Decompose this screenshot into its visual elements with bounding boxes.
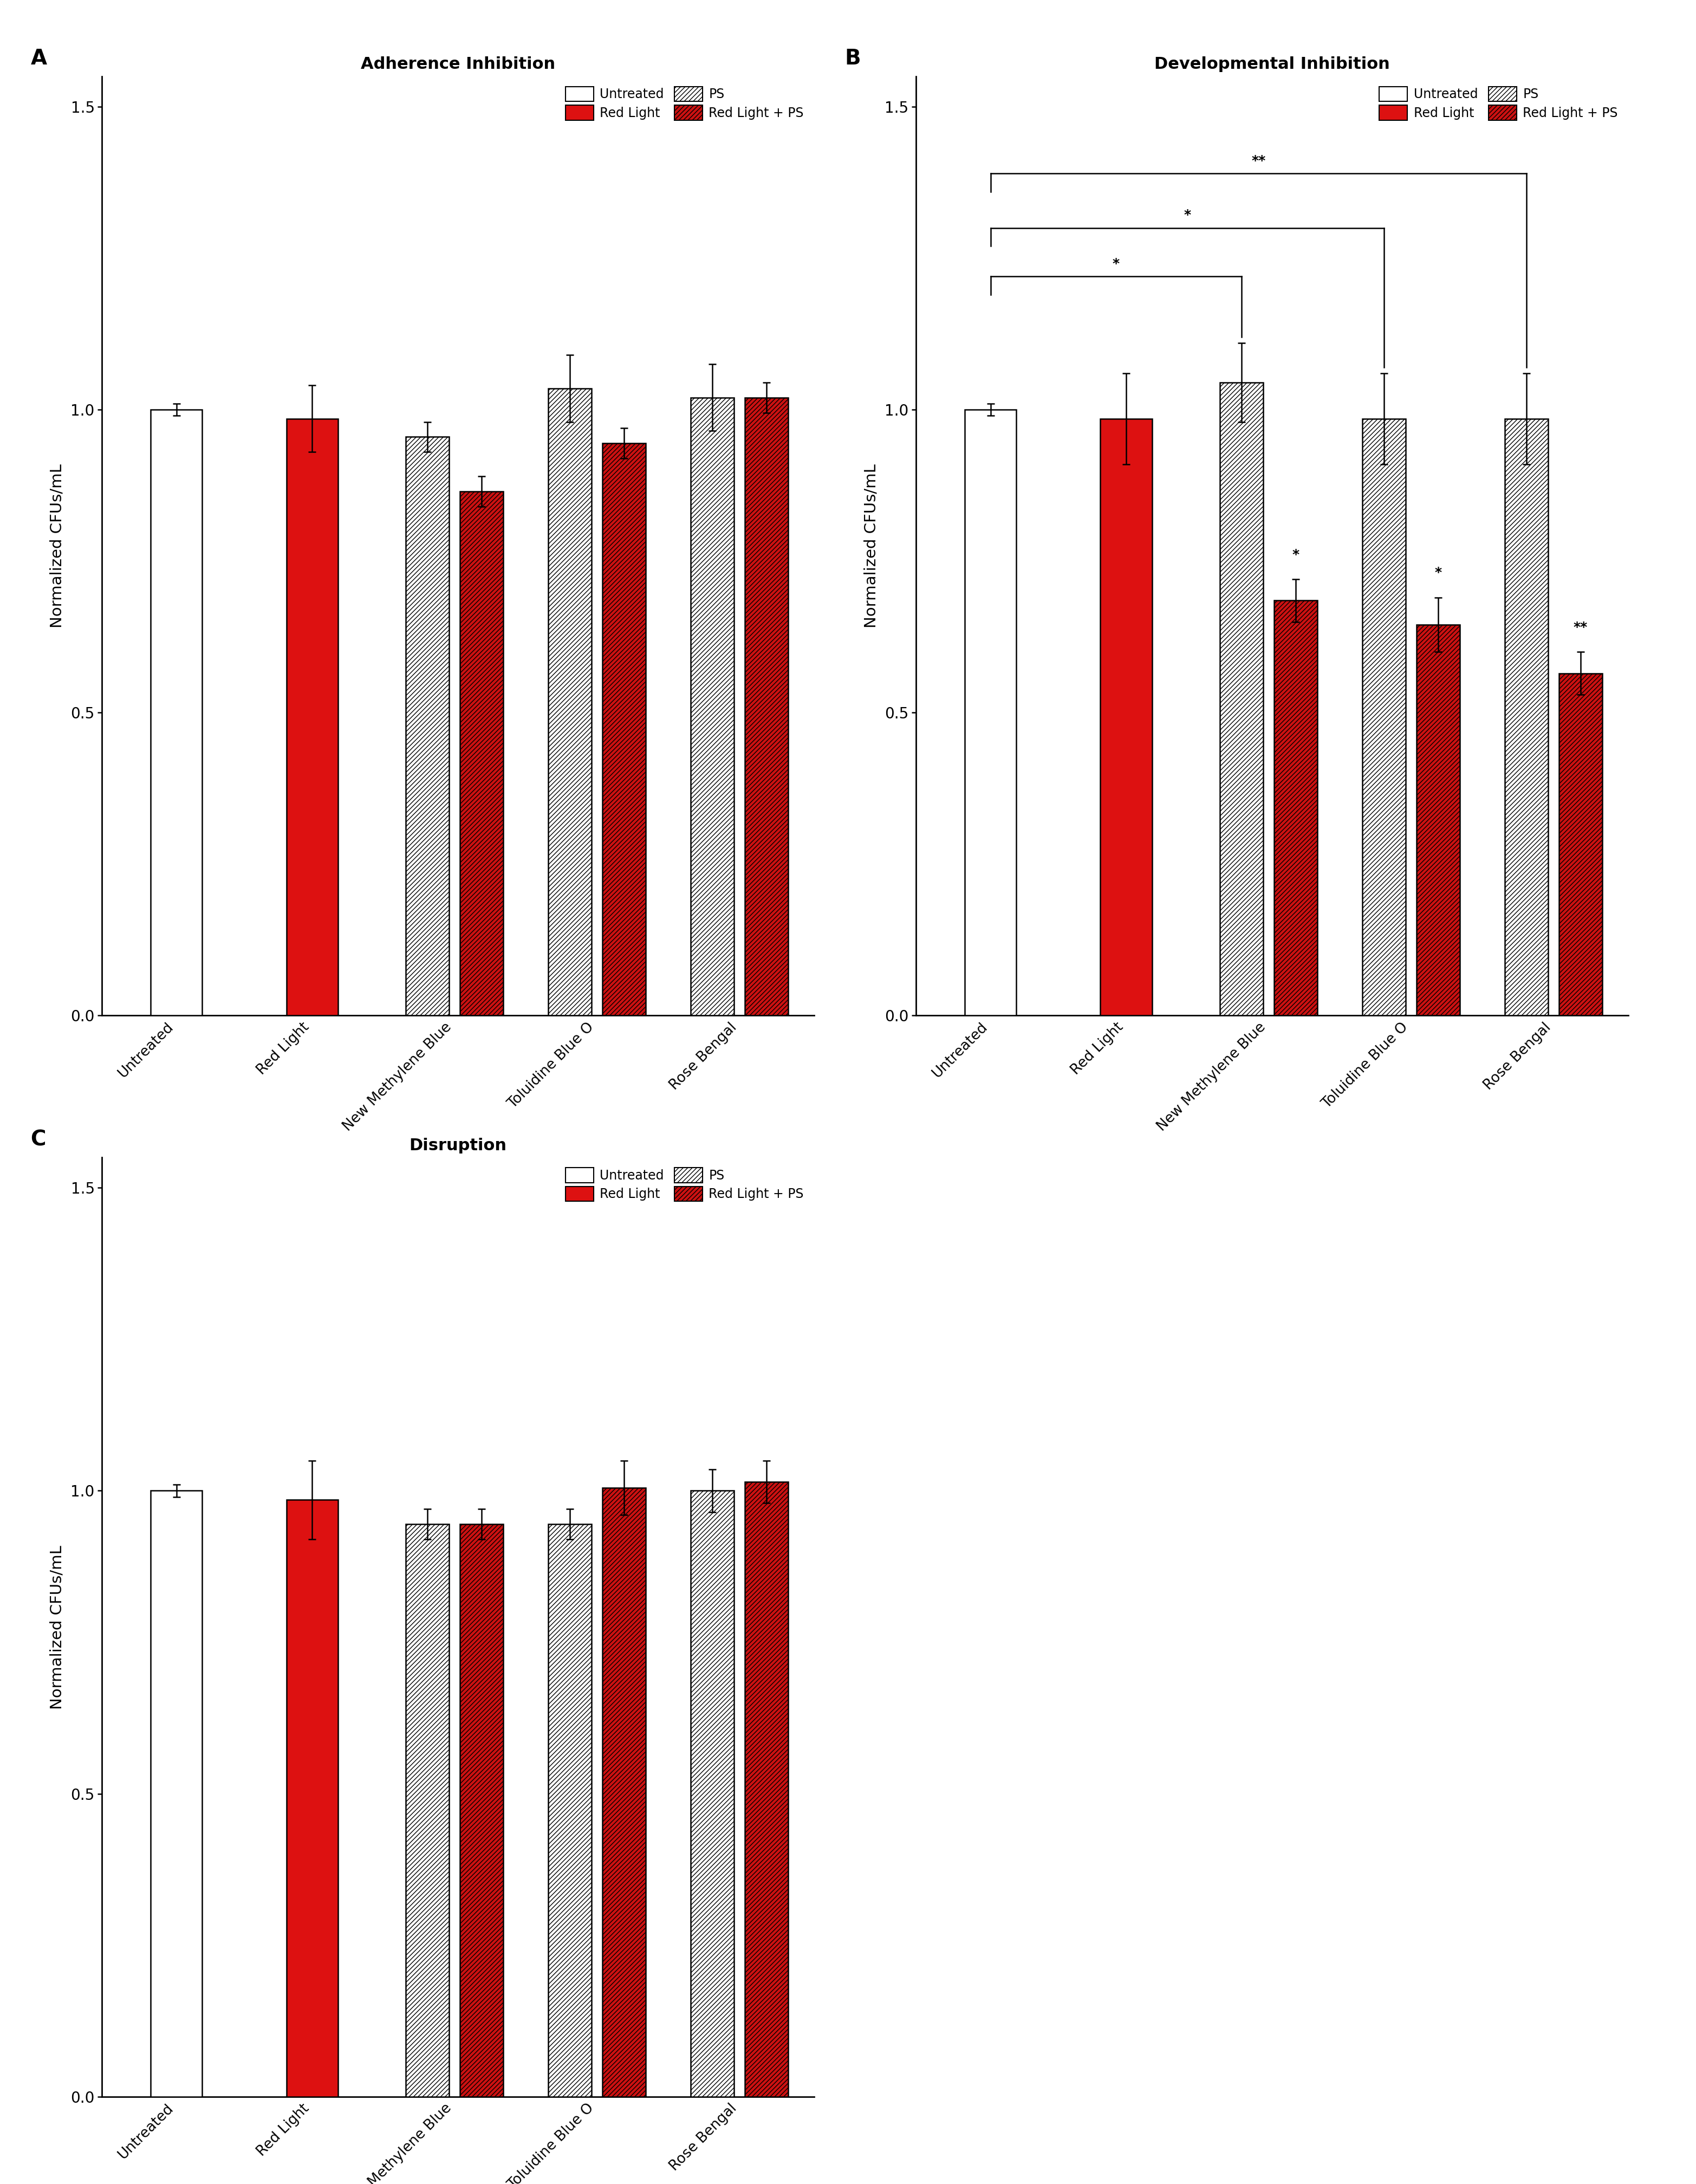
Title: Adherence Inhibition: Adherence Inhibition: [361, 57, 555, 72]
Text: B: B: [845, 48, 860, 70]
Title: Disruption: Disruption: [409, 1138, 507, 1153]
Legend: Untreated, Red Light, PS, Red Light + PS: Untreated, Red Light, PS, Red Light + PS: [561, 1164, 807, 1206]
Bar: [548, 1524, 592, 2097]
Bar: [151, 411, 202, 1016]
Text: **: **: [1574, 620, 1587, 633]
Y-axis label: Normalized CFUs/mL: Normalized CFUs/mL: [49, 1544, 64, 1710]
Y-axis label: Normalized CFUs/mL: Normalized CFUs/mL: [863, 463, 879, 629]
Text: *: *: [1113, 258, 1119, 271]
Bar: [405, 1524, 449, 2097]
Bar: [548, 389, 592, 1016]
Text: C: C: [31, 1129, 46, 1151]
Bar: [745, 1481, 789, 2097]
Legend: Untreated, Red Light, PS, Red Light + PS: Untreated, Red Light, PS, Red Light + PS: [561, 83, 807, 124]
Bar: [151, 1492, 202, 2097]
Bar: [602, 1487, 646, 2097]
Bar: [460, 491, 504, 1016]
Bar: [1274, 601, 1318, 1016]
Text: A: A: [31, 48, 47, 70]
Text: *: *: [1435, 566, 1442, 579]
Bar: [460, 1524, 504, 2097]
Bar: [1362, 419, 1406, 1016]
Legend: Untreated, Red Light, PS, Red Light + PS: Untreated, Red Light, PS, Red Light + PS: [1375, 83, 1621, 124]
Bar: [1101, 419, 1152, 1016]
Bar: [287, 419, 338, 1016]
Bar: [602, 443, 646, 1016]
Y-axis label: Normalized CFUs/mL: Normalized CFUs/mL: [49, 463, 64, 629]
Title: Developmental Inhibition: Developmental Inhibition: [1155, 57, 1389, 72]
Bar: [1559, 673, 1603, 1016]
Bar: [287, 1500, 338, 2097]
Bar: [1219, 382, 1264, 1016]
Bar: [965, 411, 1016, 1016]
Bar: [745, 397, 789, 1016]
Bar: [690, 397, 734, 1016]
Bar: [405, 437, 449, 1016]
Bar: [1416, 625, 1460, 1016]
Text: *: *: [1184, 210, 1191, 223]
Bar: [690, 1492, 734, 2097]
Text: **: **: [1252, 155, 1265, 168]
Bar: [1504, 419, 1548, 1016]
Text: *: *: [1292, 548, 1299, 561]
